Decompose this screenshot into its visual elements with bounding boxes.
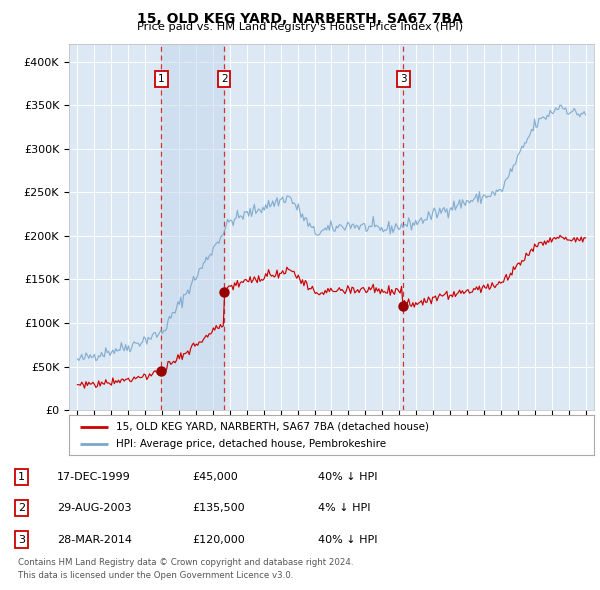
Text: 15, OLD KEG YARD, NARBERTH, SA67 7BA: 15, OLD KEG YARD, NARBERTH, SA67 7BA xyxy=(137,12,463,26)
Text: 17-DEC-1999: 17-DEC-1999 xyxy=(57,472,131,482)
Text: 1: 1 xyxy=(18,472,25,482)
Text: £45,000: £45,000 xyxy=(192,472,238,482)
Text: 2: 2 xyxy=(221,74,227,84)
Text: 28-MAR-2014: 28-MAR-2014 xyxy=(57,535,132,545)
Text: 4% ↓ HPI: 4% ↓ HPI xyxy=(318,503,371,513)
Bar xyxy=(161,44,224,410)
Text: 1: 1 xyxy=(158,74,165,84)
Text: 40% ↓ HPI: 40% ↓ HPI xyxy=(318,472,377,482)
Text: 2: 2 xyxy=(18,503,25,513)
Text: £135,500: £135,500 xyxy=(192,503,245,513)
Text: 3: 3 xyxy=(400,74,407,84)
Text: 15, OLD KEG YARD, NARBERTH, SA67 7BA (detached house): 15, OLD KEG YARD, NARBERTH, SA67 7BA (de… xyxy=(116,422,429,432)
Text: 29-AUG-2003: 29-AUG-2003 xyxy=(57,503,131,513)
Text: 40% ↓ HPI: 40% ↓ HPI xyxy=(318,535,377,545)
Text: This data is licensed under the Open Government Licence v3.0.: This data is licensed under the Open Gov… xyxy=(18,571,293,580)
Text: HPI: Average price, detached house, Pembrokeshire: HPI: Average price, detached house, Pemb… xyxy=(116,439,386,449)
Text: 3: 3 xyxy=(18,535,25,545)
Text: £120,000: £120,000 xyxy=(192,535,245,545)
Text: Price paid vs. HM Land Registry's House Price Index (HPI): Price paid vs. HM Land Registry's House … xyxy=(137,22,463,32)
Text: Contains HM Land Registry data © Crown copyright and database right 2024.: Contains HM Land Registry data © Crown c… xyxy=(18,558,353,567)
